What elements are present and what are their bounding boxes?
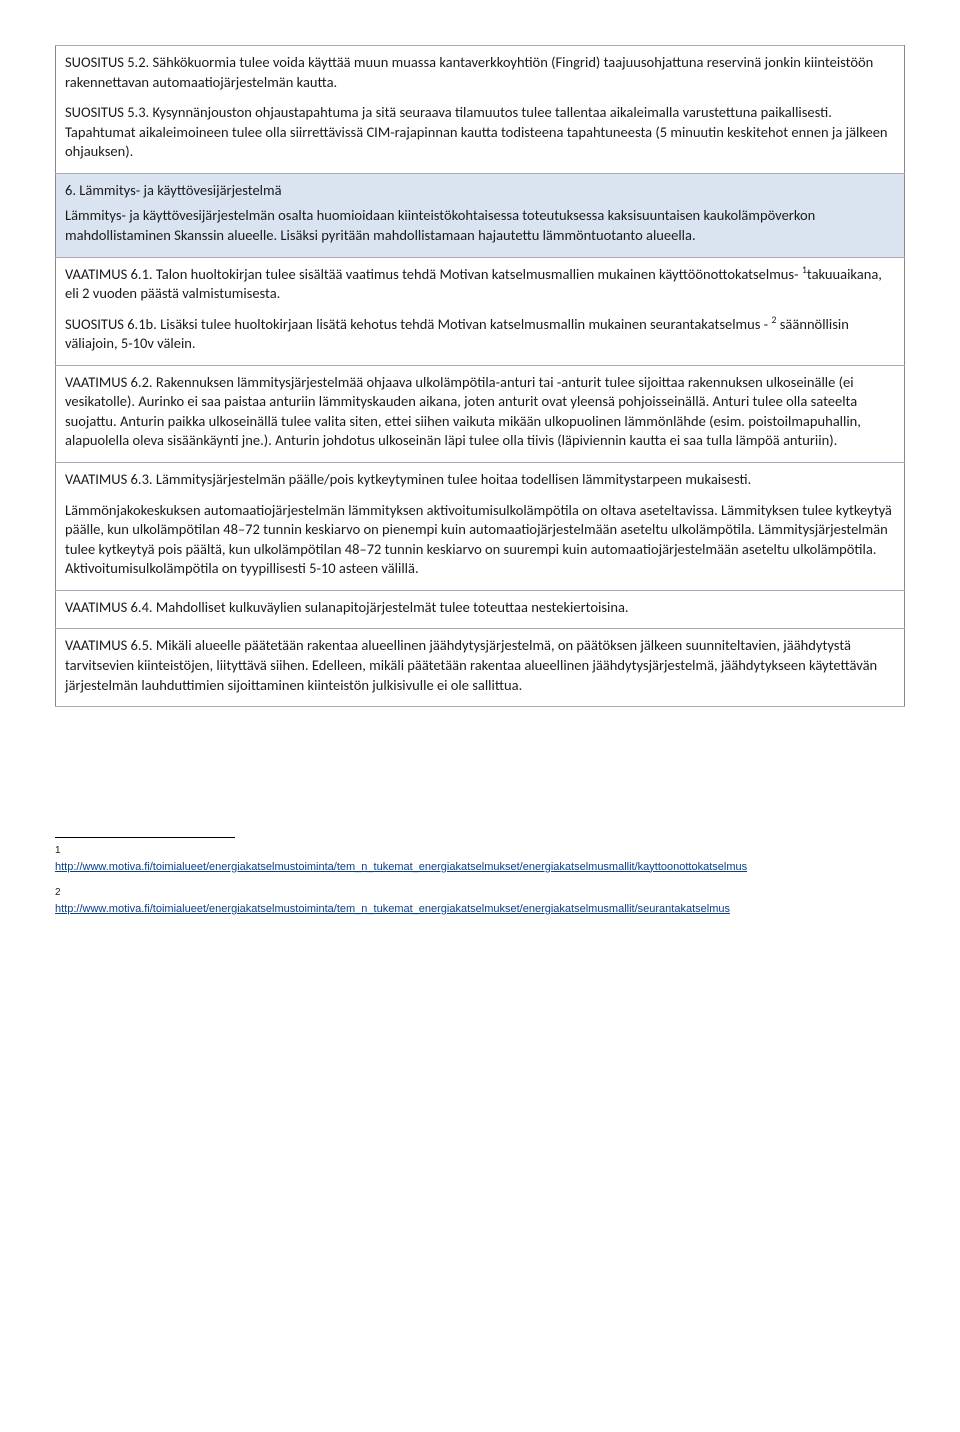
paragraph: VAATIMUS 6.3. Lämmitysjärjestelmän pääll… (65, 470, 895, 490)
section-header-cell: 6. Lämmitys- ja käyttövesijärjestelmä Läm… (56, 173, 905, 257)
section-title: 6. Lämmitys- ja käyttövesijärjestelmä (65, 181, 895, 201)
footnote-link[interactable]: http://www.motiva.fi/toimialueet/energia… (55, 860, 905, 875)
requirement-cell: VAATIMUS 6.1. Talon huoltokirjan tulee s… (56, 257, 905, 365)
paragraph: SUOSITUS 5.2. Sähkökuormia tulee voida k… (65, 53, 895, 92)
paragraph: SUOSITUS 6.1b. Lisäksi tulee huoltokirja… (65, 315, 895, 354)
footnote-rule (55, 837, 235, 838)
requirement-cell: VAATIMUS 6.3. Lämmitysjärjestelmän pääll… (56, 463, 905, 591)
footnote-link[interactable]: http://www.motiva.fi/toimialueet/energia… (55, 902, 905, 917)
paragraph: VAATIMUS 6.1. Talon huoltokirjan tulee s… (65, 265, 895, 304)
requirement-cell: VAATIMUS 6.5. Mikäli alueelle päätetään … (56, 629, 905, 707)
paragraph: VAATIMUS 6.4. Mahdolliset kulkuväylien s… (65, 598, 895, 618)
footnote-number: 2 (55, 886, 905, 900)
paragraph: VAATIMUS 6.5. Mikäli alueelle päätetään … (65, 636, 895, 695)
paragraph: SUOSITUS 5.3. Kysynnänjouston ohjaustapa… (65, 103, 895, 162)
footnote-number: 1 (55, 844, 905, 858)
paragraph: Lämmönjakokeskuksen automaatiojärjestelm… (65, 501, 895, 579)
requirement-cell: VAATIMUS 6.4. Mahdolliset kulkuväylien s… (56, 590, 905, 629)
requirement-cell: VAATIMUS 6.2. Rakennuksen lämmitysjärjes… (56, 365, 905, 462)
paragraph: VAATIMUS 6.2. Rakennuksen lämmitysjärjes… (65, 373, 895, 451)
footnotes-block: 1 http://www.motiva.fi/toimialueet/energi… (55, 837, 905, 917)
requirements-table: SUOSITUS 5.2. Sähkökuormia tulee voida k… (55, 45, 905, 707)
paragraph: Lämmitys- ja käyttövesijärjestelmän osal… (65, 206, 895, 245)
requirement-cell: SUOSITUS 5.2. Sähkökuormia tulee voida k… (56, 46, 905, 174)
